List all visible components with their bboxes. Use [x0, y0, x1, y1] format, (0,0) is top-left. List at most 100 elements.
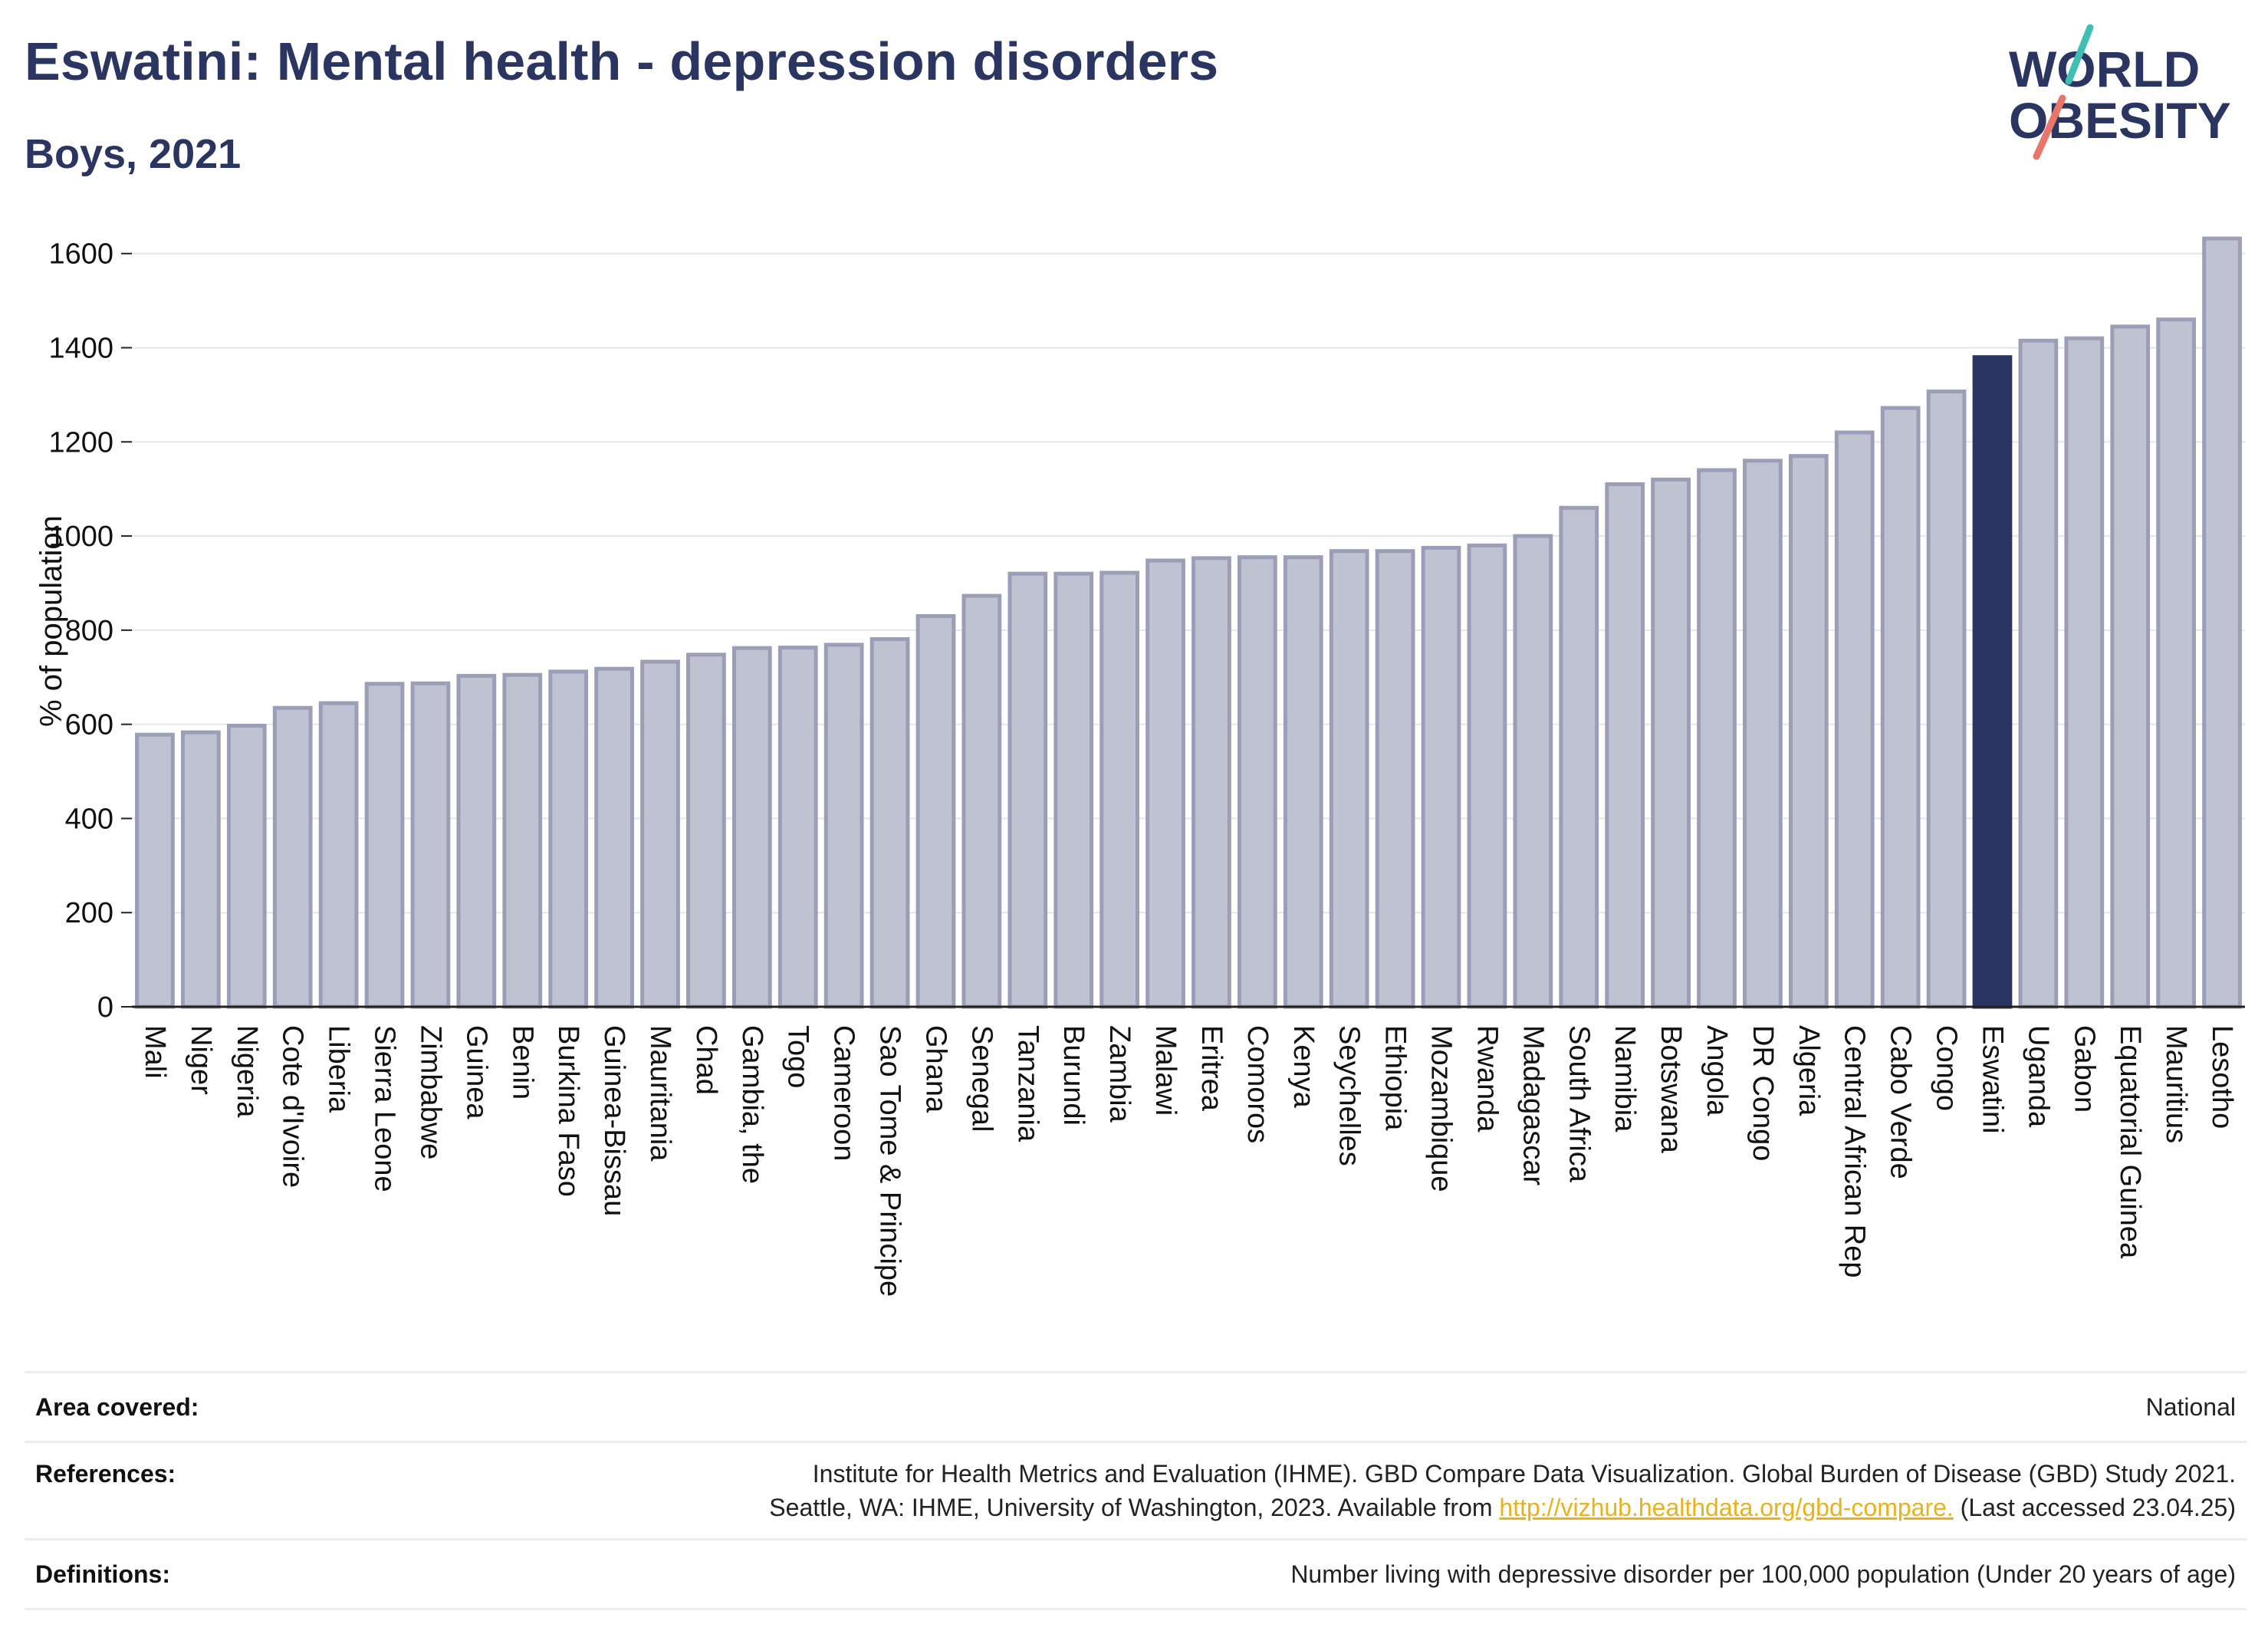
- bar-mali[interactable]: [135, 732, 175, 1009]
- bar-niger[interactable]: [181, 730, 221, 1009]
- bar-cabo-verde[interactable]: [1880, 406, 1921, 1009]
- definitions-value: Number living with depressive disorder p…: [1290, 1560, 2236, 1588]
- bar-malawi[interactable]: [1146, 558, 1185, 1009]
- bar-uganda[interactable]: [2018, 338, 2059, 1009]
- bar-ethiopia[interactable]: [1375, 549, 1415, 1009]
- bar-namibia[interactable]: [1605, 482, 1645, 1009]
- bar-nigeria[interactable]: [226, 723, 267, 1009]
- bar-zambia[interactable]: [1099, 570, 1139, 1009]
- footer-row-definitions: Definitions: Number living with depressi…: [25, 1538, 2247, 1610]
- x-tick-label: Cote d'Ivoire: [277, 1025, 309, 1188]
- bar-liberia[interactable]: [318, 701, 359, 1009]
- bar-lesotho[interactable]: [2202, 236, 2242, 1009]
- x-tick-label: Malawi: [1149, 1025, 1182, 1116]
- bar-cote-d-ivoire[interactable]: [272, 705, 313, 1009]
- y-tick-label: 1400: [48, 332, 113, 364]
- y-tick-label: 400: [65, 803, 113, 835]
- bar-congo[interactable]: [1926, 390, 1967, 1009]
- x-tick-label: Chad: [690, 1025, 722, 1095]
- definitions-label: Definitions:: [35, 1560, 170, 1588]
- bar-angola[interactable]: [1697, 468, 1737, 1009]
- x-tick-label: Uganda: [2022, 1025, 2054, 1128]
- x-tick-label: Liberia: [323, 1025, 355, 1113]
- bar-south-africa[interactable]: [1559, 505, 1599, 1009]
- bar-burundi[interactable]: [1053, 571, 1094, 1009]
- references-line1: Institute for Health Metrics and Evaluat…: [812, 1460, 2236, 1488]
- footer-row-area: Area covered: National: [25, 1371, 2247, 1441]
- x-tick-label: Mauritius: [2160, 1025, 2192, 1143]
- x-tick-label: Burkina Faso: [552, 1025, 584, 1197]
- references-label: References:: [35, 1460, 176, 1488]
- bar-guinea[interactable]: [456, 673, 497, 1009]
- x-tick-label: Seychelles: [1333, 1025, 1366, 1166]
- footer-row-references: References: Institute for Health Metrics…: [25, 1441, 2247, 1538]
- bar-cameroon[interactable]: [823, 643, 864, 1009]
- bar-eritrea[interactable]: [1192, 556, 1231, 1009]
- bar-sao-tome-principe[interactable]: [869, 637, 910, 1009]
- x-tick-label: Niger: [185, 1025, 217, 1095]
- x-tick-label: Kenya: [1287, 1025, 1320, 1109]
- x-tick-label: Equatorial Guinea: [2114, 1025, 2146, 1259]
- bar-togo[interactable]: [777, 646, 818, 1009]
- bar-mozambique[interactable]: [1421, 545, 1461, 1009]
- x-tick-label: Algeria: [1793, 1025, 1825, 1116]
- references-link[interactable]: http://vizhub.healthdata.org/gbd-compare…: [1499, 1494, 1954, 1521]
- bar-tanzania[interactable]: [1007, 571, 1048, 1009]
- bar-botswana[interactable]: [1651, 477, 1691, 1009]
- y-axis-label: % of population: [35, 515, 68, 727]
- axes: 0 200 400 600 800 1000 1200 1400 1600 Mali Niger Ni…: [48, 238, 2245, 1297]
- x-tick-label: Rwanda: [1471, 1025, 1503, 1133]
- y-tick-label: 1000: [48, 521, 113, 553]
- world-obesity-logo: WORLD OBESITY: [2009, 24, 2231, 160]
- bar-burkina-faso[interactable]: [548, 669, 589, 1009]
- x-tick-label: Guinea: [460, 1025, 492, 1119]
- area-value: National: [2145, 1393, 2236, 1421]
- bar-mauritius[interactable]: [2156, 317, 2196, 1009]
- x-tick-label: Comoros: [1241, 1025, 1274, 1143]
- x-tick-label: Zambia: [1103, 1025, 1136, 1123]
- bar-chad[interactable]: [686, 653, 726, 1009]
- x-tick-label: Togo: [782, 1025, 814, 1088]
- bars: [135, 236, 2242, 1009]
- references-value: Institute for Health Metrics and Evaluat…: [769, 1457, 2247, 1524]
- x-tick-label: Cabo Verde: [1885, 1025, 1917, 1179]
- x-tick-label: Gabon: [2068, 1025, 2100, 1113]
- bar-madagascar[interactable]: [1513, 534, 1553, 1009]
- y-tick-label: 800: [65, 615, 113, 647]
- bar-gabon[interactable]: [2064, 336, 2105, 1009]
- bar-eswatini[interactable]: [1972, 355, 2013, 1009]
- y-tick-label: 0: [97, 991, 113, 1024]
- bar-kenya[interactable]: [1283, 555, 1323, 1009]
- x-tick-label: Lesotho: [2206, 1025, 2238, 1129]
- x-tick-label: Eritrea: [1195, 1025, 1228, 1112]
- bar-ghana[interactable]: [915, 613, 956, 1009]
- x-tick-label: Mauritania: [644, 1025, 676, 1162]
- bar-guinea-bissau[interactable]: [594, 666, 634, 1009]
- x-tick-label: Gambia, the: [736, 1025, 768, 1184]
- x-tick-label: Cameroon: [828, 1025, 860, 1161]
- logo-slash-teal: [2065, 24, 2094, 85]
- x-tick-label: Ethiopia: [1379, 1025, 1412, 1131]
- x-tick-label: Central African Rep: [1839, 1025, 1871, 1278]
- bar-seychelles[interactable]: [1329, 549, 1369, 1009]
- bar-sierra-leone[interactable]: [364, 682, 405, 1009]
- bar-rwanda[interactable]: [1467, 543, 1507, 1009]
- bar-algeria[interactable]: [1788, 454, 1829, 1009]
- bar-benin[interactable]: [502, 672, 543, 1009]
- bar-mauritania[interactable]: [640, 659, 680, 1009]
- x-tick-label: South Africa: [1563, 1025, 1595, 1183]
- x-tick-label: Senegal: [965, 1025, 998, 1132]
- x-tick-label: Botswana: [1655, 1025, 1687, 1154]
- bar-zimbabwe[interactable]: [410, 681, 451, 1009]
- x-tick-label: Burundi: [1057, 1025, 1090, 1126]
- logo-text-world: WORLD: [2009, 41, 2200, 97]
- bar-equatorial-guinea[interactable]: [2110, 324, 2151, 1009]
- x-tick-label: Eswatini: [1976, 1025, 2008, 1134]
- bar-comoros[interactable]: [1238, 555, 1277, 1009]
- bar-senegal[interactable]: [961, 593, 1002, 1009]
- y-tick-label: 1200: [48, 426, 113, 459]
- bar-gambia-the[interactable]: [731, 646, 772, 1009]
- chart-title: Eswatini: Mental health - depression dis…: [25, 31, 1219, 91]
- bar-dr-congo[interactable]: [1743, 459, 1783, 1009]
- bar-central-african-rep[interactable]: [1834, 430, 1875, 1009]
